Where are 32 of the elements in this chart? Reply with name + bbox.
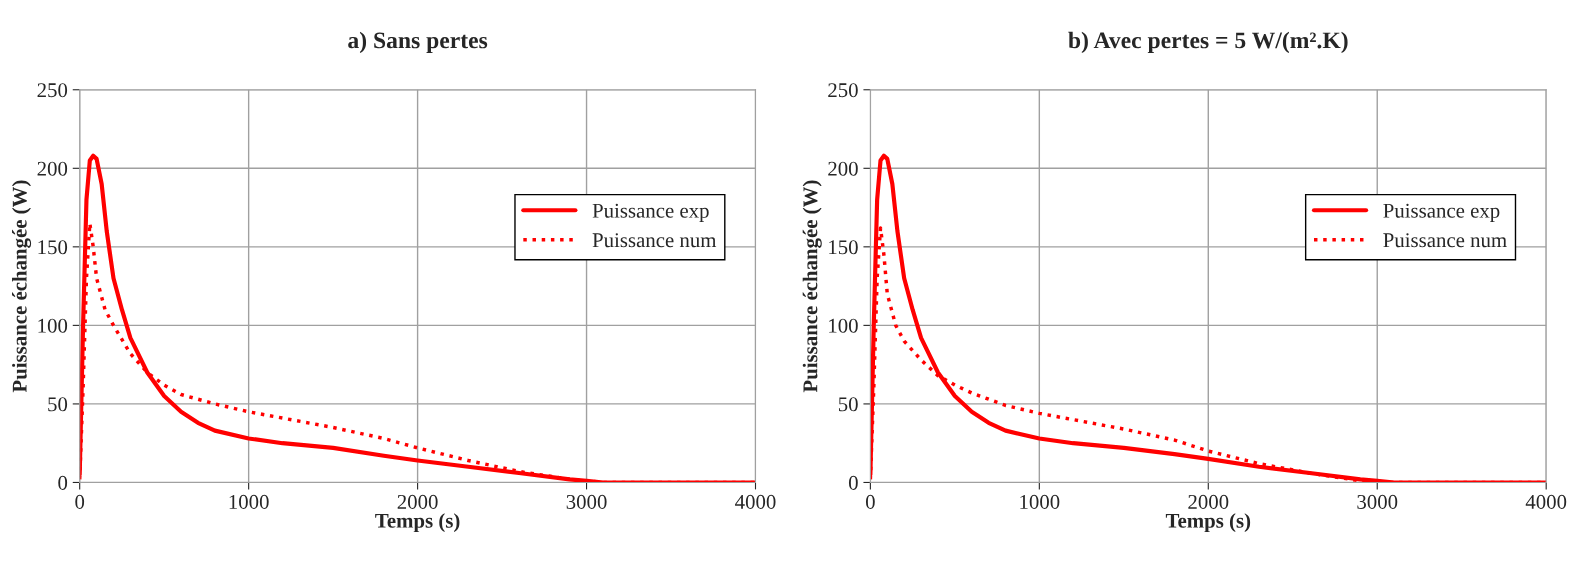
y-tick-label: 150 xyxy=(38,240,68,255)
x-axis-title: Temps (s) xyxy=(375,513,460,533)
y-axis-title: Puissance échangée (W) xyxy=(802,180,822,393)
x-tick-label: 2000 xyxy=(1188,494,1229,509)
legend-label: Puissance num xyxy=(592,233,717,248)
y-tick-label: 0 xyxy=(58,475,68,490)
y-tick-label: 250 xyxy=(37,83,68,98)
x-axis-title: Temps (s) xyxy=(1165,513,1251,533)
x-tick-label: 3000 xyxy=(566,494,607,509)
y-axis-title: Puissance échangée (W) xyxy=(12,180,32,393)
y-tick-label: 100 xyxy=(829,318,858,333)
chart-title: b) Avec pertes = 5 W/(m².K) xyxy=(1068,31,1348,54)
y-tick-label: 0 xyxy=(848,475,858,490)
y-tick-label: 250 xyxy=(828,83,858,98)
x-tick-label: 1000 xyxy=(229,494,269,509)
y-tick-label: 50 xyxy=(48,397,68,412)
y-tick-label: 50 xyxy=(838,397,858,412)
x-tick-label: 4000 xyxy=(735,494,776,509)
x-tick-label: 0 xyxy=(865,494,875,509)
y-tick-label: 200 xyxy=(37,161,68,176)
y-tick-label: 150 xyxy=(829,240,858,255)
x-tick-label: 4000 xyxy=(1525,494,1567,509)
x-tick-label: 0 xyxy=(75,494,85,509)
legend-label: Puissance exp xyxy=(1383,203,1500,222)
y-tick-label: 100 xyxy=(38,318,68,333)
x-tick-label: 3000 xyxy=(1357,494,1398,509)
x-tick-label: 1000 xyxy=(1020,494,1060,509)
x-tick-label: 2000 xyxy=(397,494,438,509)
y-tick-label: 200 xyxy=(828,161,858,176)
legend-label: Puissance exp xyxy=(592,203,709,222)
legend-label: Puissance num xyxy=(1383,233,1507,248)
chart-title: a) Sans pertes xyxy=(348,31,488,54)
